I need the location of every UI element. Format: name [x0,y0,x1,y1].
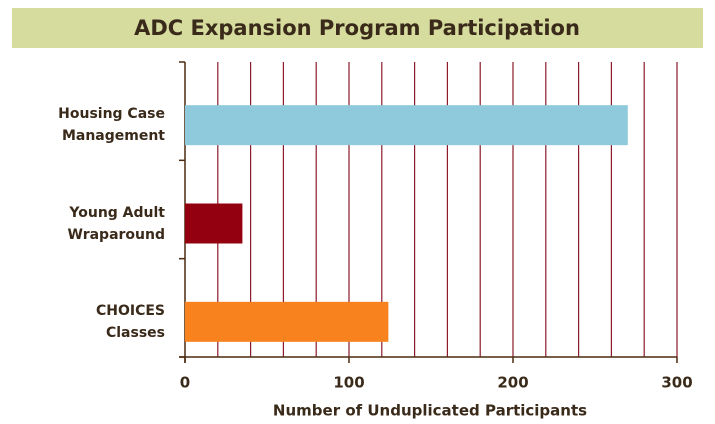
y-tick-label: CHOICES Classes [95,302,165,341]
bar [185,301,389,342]
y-tick-label: Young Adult Wraparound [67,204,166,243]
bar [185,105,628,146]
x-tick-label: 0 [180,374,190,392]
x-tick-label: 200 [497,374,528,392]
x-tick-label: 300 [661,374,692,392]
x-tick-label: 100 [333,374,364,392]
x-axis-title: Number of Unduplicated Participants [273,402,587,420]
bar [185,203,243,244]
title-banner [12,8,703,48]
y-tick-label: Housing Case Management [58,106,165,145]
chart-title: ADC Expansion Program Participation [134,16,580,40]
